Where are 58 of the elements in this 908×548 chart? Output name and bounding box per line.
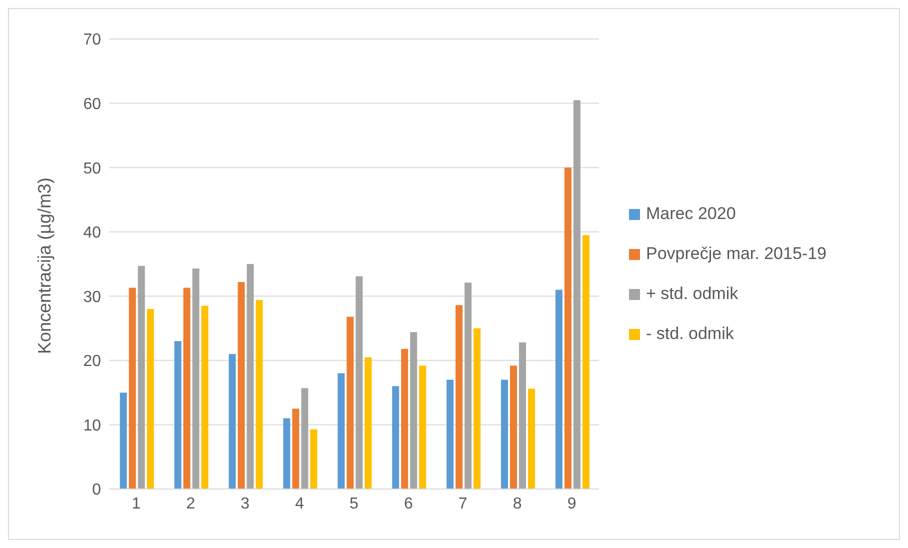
bar bbox=[456, 305, 463, 489]
bar bbox=[401, 348, 408, 489]
x-tick-label: 1 bbox=[132, 495, 141, 512]
bar bbox=[174, 341, 182, 489]
x-tick-label: 7 bbox=[458, 495, 468, 512]
bar bbox=[564, 168, 572, 489]
bar bbox=[338, 373, 345, 489]
bar bbox=[201, 306, 208, 489]
bar bbox=[474, 328, 481, 489]
x-tick-label: 8 bbox=[512, 495, 522, 512]
bar bbox=[128, 288, 136, 489]
x-tick-label: 3 bbox=[240, 495, 250, 512]
bar bbox=[183, 288, 190, 489]
legend-label: - std. odmik bbox=[646, 324, 734, 344]
bar bbox=[464, 282, 472, 489]
bar bbox=[256, 300, 263, 489]
x-tick-label: 6 bbox=[404, 495, 413, 512]
y-tick-label: 20 bbox=[83, 353, 102, 370]
legend-label: Marec 2020 bbox=[646, 204, 736, 224]
y-tick-label: 10 bbox=[83, 417, 102, 434]
y-tick-label: 30 bbox=[83, 288, 102, 306]
x-tick-label: 2 bbox=[186, 495, 196, 512]
bar bbox=[519, 342, 526, 489]
bar bbox=[138, 266, 145, 489]
bar bbox=[301, 388, 308, 489]
bar bbox=[292, 408, 300, 489]
x-tick-label: 5 bbox=[350, 495, 359, 512]
legend-label: Povprečje mar. 2015-19 bbox=[646, 244, 826, 264]
x-tick-label: 4 bbox=[295, 495, 304, 512]
bar bbox=[446, 380, 454, 489]
bar bbox=[510, 366, 517, 489]
x-tick-label: 9 bbox=[567, 495, 576, 512]
bar bbox=[310, 429, 318, 489]
bar bbox=[573, 100, 580, 489]
bar bbox=[283, 418, 290, 489]
bar bbox=[120, 392, 127, 489]
bar bbox=[146, 309, 154, 489]
bar bbox=[419, 366, 426, 489]
bar bbox=[392, 386, 400, 489]
y-tick-label: 0 bbox=[92, 482, 102, 499]
bar bbox=[192, 268, 200, 489]
y-axis-title: Koncentracija (µg/m3) bbox=[34, 178, 54, 354]
bar bbox=[410, 332, 418, 489]
y-tick-label: 70 bbox=[83, 32, 102, 49]
bar bbox=[228, 354, 236, 489]
bar bbox=[246, 264, 254, 489]
bar bbox=[555, 290, 562, 489]
bar bbox=[238, 282, 245, 489]
bar bbox=[346, 316, 354, 489]
y-tick-label: 60 bbox=[83, 96, 102, 113]
y-tick-label: 50 bbox=[83, 160, 102, 178]
bar bbox=[356, 276, 363, 489]
y-tick-label: 40 bbox=[83, 224, 102, 242]
bar bbox=[582, 235, 590, 489]
bar bbox=[528, 388, 535, 489]
legend-label: + std. odmik bbox=[646, 284, 738, 304]
bar bbox=[501, 380, 508, 489]
bar bbox=[364, 357, 372, 489]
